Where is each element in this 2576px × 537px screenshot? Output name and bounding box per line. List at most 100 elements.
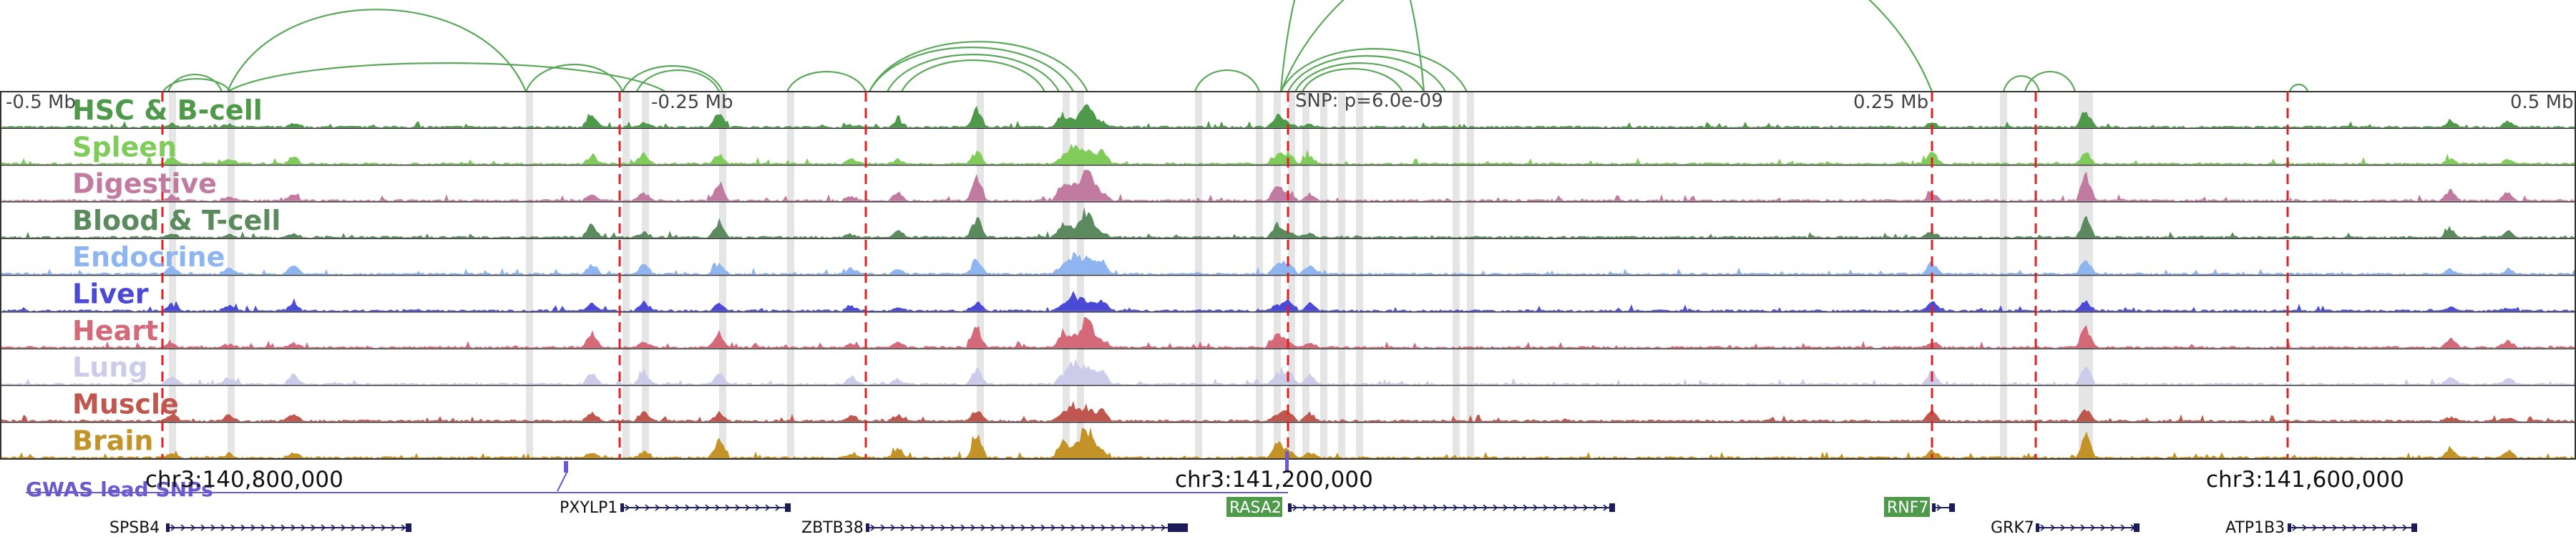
chromatin-loop-arc (525, 64, 624, 92)
strand-chevron (230, 524, 236, 531)
strand-chevron (1593, 504, 1599, 511)
strand-chevron (2080, 524, 2086, 531)
strand-chevron (920, 524, 926, 531)
exon-block (1168, 523, 1188, 532)
signal-track-10 (0, 427, 2576, 458)
strand-chevron (250, 524, 256, 531)
strand-chevron (1101, 524, 1106, 531)
strand-chevron (1292, 504, 1298, 511)
strand-chevron (2302, 524, 2308, 531)
strand-chevron (361, 524, 366, 531)
strand-chevron (1121, 524, 1126, 531)
exon-block (620, 503, 624, 512)
strand-chevron (1362, 504, 1368, 511)
gwas-snp-marker (1285, 451, 1289, 473)
strand-chevron (2120, 524, 2126, 531)
strand-chevron (351, 524, 356, 531)
exon-block (166, 523, 170, 532)
gene-label: RASA2 (1229, 499, 1282, 517)
track-label-6: Liver (72, 279, 149, 310)
strand-chevron (775, 504, 781, 511)
chromatin-loop-arc (621, 65, 724, 92)
strand-chevron (725, 504, 731, 511)
strand-chevron (1473, 504, 1478, 511)
chromatin-loop-arc (869, 47, 1074, 92)
chromatin-loop-arc (1287, 55, 1446, 92)
strand-chevron (301, 524, 306, 531)
chromatin-loop-arc (887, 54, 1060, 92)
strand-chevron (1513, 504, 1518, 511)
strand-chevron (1111, 524, 1116, 531)
strand-chevron (200, 524, 206, 531)
strand-chevron (1040, 524, 1046, 531)
gene-atp1b3: ATP1B3 (2225, 519, 2417, 537)
scale-labels: -0.5 Mb -0.25 Mb SNP: p=6.0e-09 0.25 Mb … (6, 90, 2574, 113)
strand-chevron (2382, 524, 2388, 531)
strand-chevron (311, 524, 316, 531)
strand-chevron (1563, 504, 1568, 511)
strand-chevron (2362, 524, 2368, 531)
exon-block (1288, 503, 1292, 512)
strand-chevron (1030, 524, 1036, 531)
chromatin-loop-arc (901, 59, 1045, 92)
strand-chevron (1392, 504, 1398, 511)
gwas-connector (557, 470, 568, 492)
strand-chevron (1413, 504, 1418, 511)
exon-block (2411, 523, 2417, 532)
gene-highlight-box (1884, 497, 1930, 517)
strand-chevron (870, 524, 876, 531)
chromatin-loop-arc (1294, 62, 1425, 92)
exon-block (785, 503, 791, 512)
track-label-9: Muscle (72, 388, 179, 420)
strand-chevron (1936, 504, 1942, 511)
coordinate-label-140800000: chr3:140,800,000 (145, 467, 343, 493)
strand-chevron (2332, 524, 2338, 531)
strand-chevron (1091, 524, 1096, 531)
strand-chevron (1342, 504, 1348, 511)
strand-chevron (280, 524, 286, 531)
strand-chevron (1050, 524, 1056, 531)
strand-chevron (1453, 504, 1458, 511)
track-label-3: Digestive (72, 168, 217, 200)
gwas-snp-marker (564, 461, 568, 473)
strand-chevron (1372, 504, 1378, 511)
strand-chevron (381, 524, 386, 531)
strand-chevron (735, 504, 741, 511)
chromatin-loop-arc (226, 9, 527, 92)
strand-chevron (291, 524, 296, 531)
strand-chevron (401, 524, 406, 531)
gene-grk7: GRK7 (1991, 519, 2140, 537)
strand-chevron (1302, 504, 1308, 511)
chromatin-loop-arc (2288, 83, 2309, 92)
strand-chevron (2372, 524, 2378, 531)
track-label-2: Spleen (72, 131, 177, 163)
gene-label: GRK7 (1991, 519, 2034, 537)
strand-chevron (1443, 504, 1448, 511)
strand-chevron (655, 504, 660, 511)
chromatin-loop-arc (786, 71, 867, 92)
chromatin-loop-arc (1279, 0, 1425, 92)
strand-chevron (260, 524, 266, 531)
chromatin-loop-arc (227, 62, 666, 92)
strand-chevron (1493, 504, 1498, 511)
strand-chevron (2070, 524, 2076, 531)
strand-chevron (2352, 524, 2358, 531)
strand-chevron (2322, 524, 2328, 531)
strand-chevron (1070, 524, 1076, 531)
snp-red-lines (161, 92, 2289, 459)
strand-chevron (2090, 524, 2096, 531)
strand-chevron (910, 524, 916, 531)
strand-chevron (980, 524, 986, 531)
strand-chevron (391, 524, 396, 531)
chromatin-loop-arc (2024, 70, 2077, 92)
gwas-lead-snps-label: GWAS lead SNPs (26, 478, 213, 501)
strand-chevron (665, 504, 670, 511)
exon-block (1609, 503, 1615, 512)
strand-chevron (675, 504, 680, 511)
exon-block (2288, 523, 2291, 532)
exon-block (406, 523, 411, 532)
chromatin-loop-arc (635, 69, 721, 92)
strand-chevron (270, 524, 276, 531)
strand-chevron (1322, 504, 1328, 511)
strand-chevron (1503, 504, 1508, 511)
